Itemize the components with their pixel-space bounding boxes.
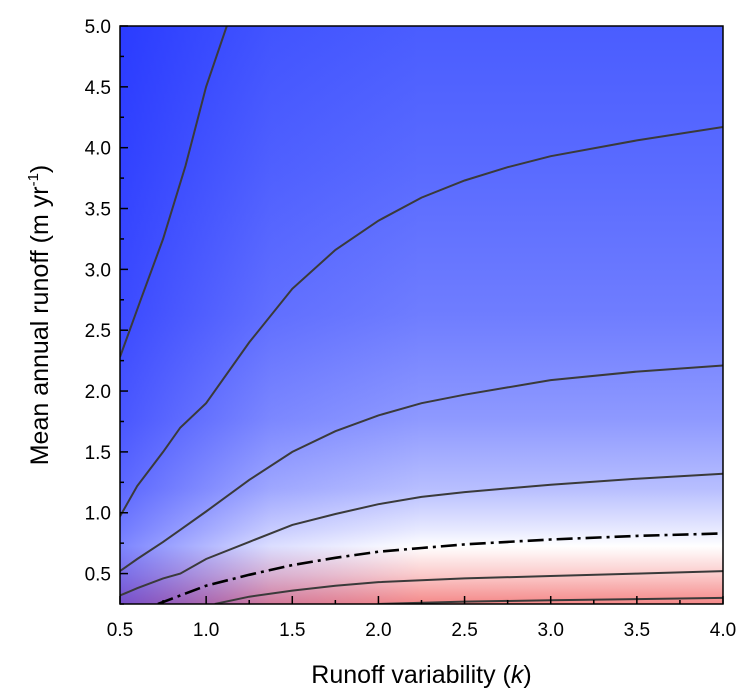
x-tick-label: 0.5 <box>107 620 133 641</box>
contour-lines <box>120 26 723 604</box>
y-tick-label: 2.0 <box>85 382 111 403</box>
x-tick-label: 2.5 <box>451 620 477 641</box>
contour-line-4 <box>120 472 723 597</box>
contour-line-6 <box>214 570 723 604</box>
y-tick-label: 3.0 <box>85 260 111 281</box>
contour-fill-overlay <box>120 26 723 604</box>
x-tick-label: 3.5 <box>624 620 650 641</box>
contour-line-1 <box>120 26 228 358</box>
y-axis-title-sup: -1 <box>25 173 42 186</box>
x-axis: 0.5 1.0 1.5 2.0 2.5 3.0 3.5 4.0 <box>107 596 736 641</box>
contour-line-3 <box>120 364 723 572</box>
y-tick-label: 4.5 <box>85 78 111 99</box>
contour-line-dashdot <box>157 532 723 604</box>
plot-area <box>119 25 724 605</box>
y-tick-label: 1.0 <box>85 504 111 525</box>
x-axis-title-symbol: k <box>511 661 525 689</box>
y-tick-label: 5.0 <box>85 17 111 38</box>
x-axis-title-prefix: Runoff variability ( <box>311 661 511 689</box>
x-tick-label: 1.5 <box>279 620 305 641</box>
x-tick-label: 1.0 <box>193 620 219 641</box>
x-axis-title-suffix: ) <box>523 661 531 689</box>
y-tick-label: 2.5 <box>85 321 111 342</box>
y-axis: 0.5 1.0 1.5 2.0 2.5 3.0 3.5 4.0 4.5 5.0 <box>85 17 128 605</box>
x-tick-label: 4.0 <box>710 620 736 641</box>
y-tick-label: 3.5 <box>85 200 111 221</box>
contour-line-2 <box>120 126 723 517</box>
y-axis-title: Mean annual runoff (m yr-1) <box>25 165 54 466</box>
y-axis-title-prefix: Mean annual runoff (m yr <box>26 186 54 465</box>
y-tick-label: 1.5 <box>85 443 111 464</box>
x-tick-label: 2.0 <box>365 620 391 641</box>
x-tick-label: 3.0 <box>538 620 564 641</box>
y-axis-title-suffix: ) <box>26 165 54 173</box>
x-axis-title: Runoff variability (k) <box>311 661 531 689</box>
y-tick-label: 0.5 <box>85 565 111 586</box>
y-tick-label: 4.0 <box>85 139 111 160</box>
